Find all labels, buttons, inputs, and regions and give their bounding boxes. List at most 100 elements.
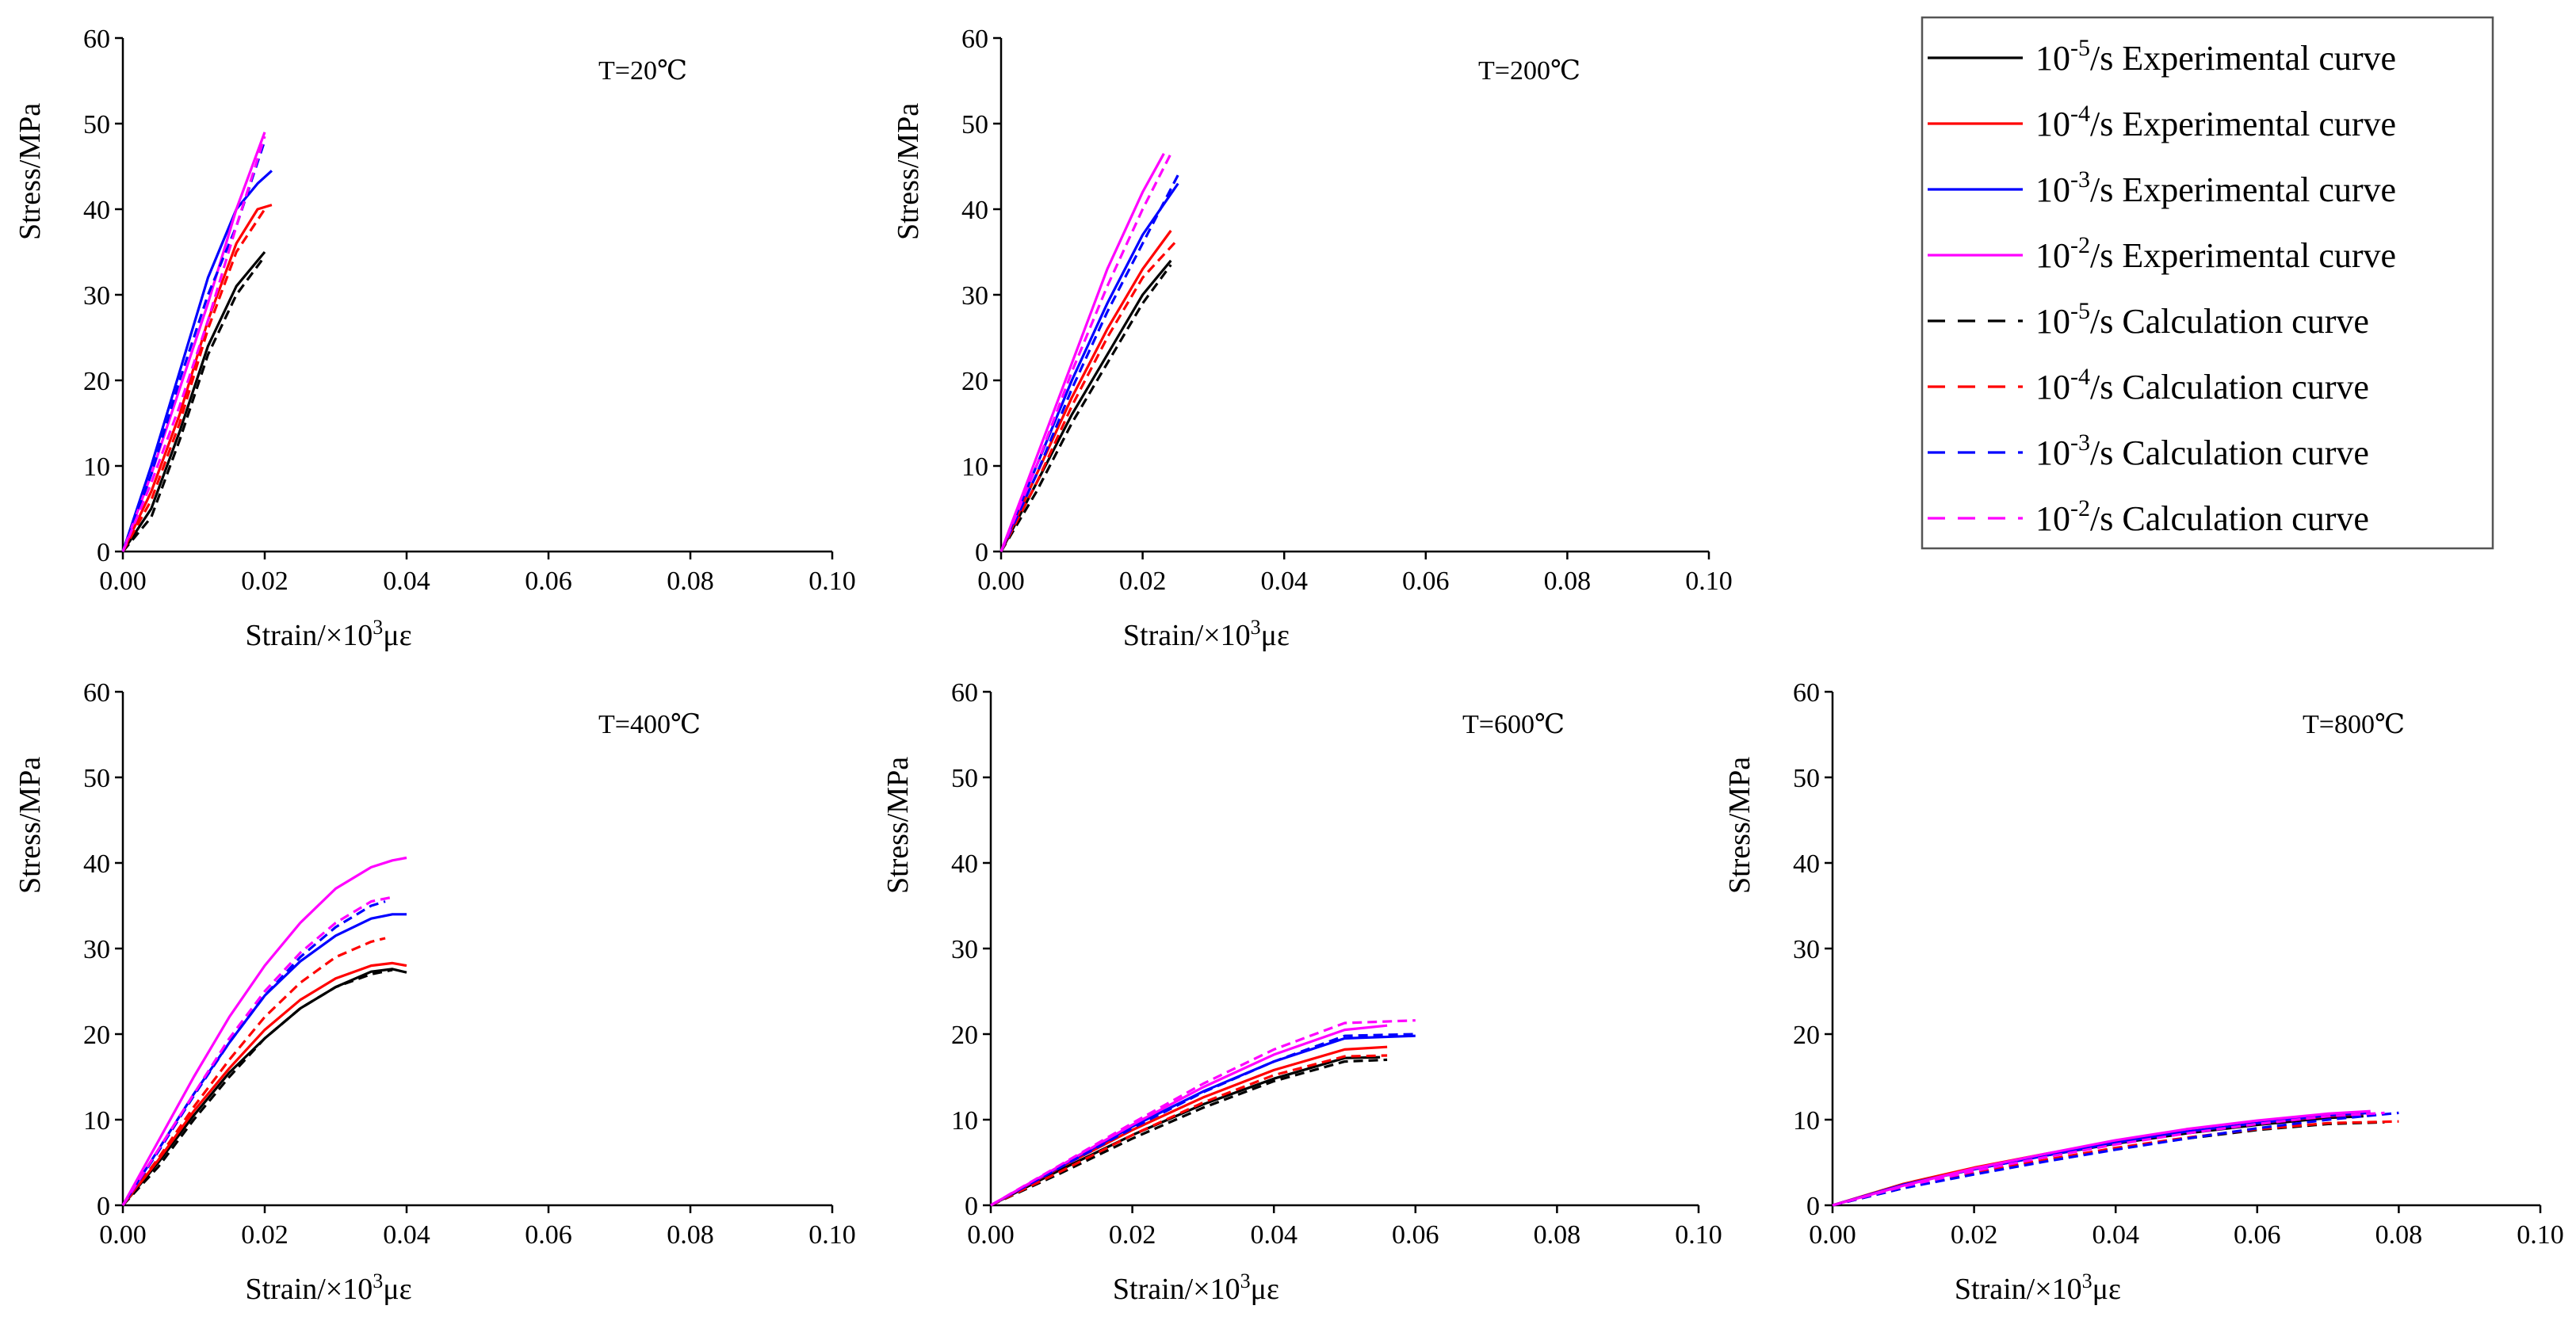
plot-panel: 0 10 20 30 40 50 60 0.00 0.02 0.04 0.06 0.08 0.10 Str… xyxy=(1723,678,2564,1306)
series-line xyxy=(121,140,266,552)
series-line xyxy=(990,1033,1416,1207)
y-tick-label: 20 xyxy=(83,1021,110,1050)
y-tick-label: 60 xyxy=(1793,678,1820,708)
y-tick-label: 30 xyxy=(1793,935,1820,964)
y-tick-label: 30 xyxy=(961,281,988,311)
legend-label: 10-4/s Experimental curve xyxy=(2035,101,2396,143)
temperature-label: T=200℃ xyxy=(1478,56,1580,86)
x-tick-label: 0.04 xyxy=(1260,567,1308,596)
series-line xyxy=(990,1058,1388,1207)
x-tick-label: 0.10 xyxy=(2517,1220,2564,1250)
y-tick-label: 50 xyxy=(951,764,978,793)
series-line xyxy=(999,230,1172,552)
y-axis-label: Stress/MPa xyxy=(892,103,925,240)
y-tick-label: 0 xyxy=(97,1192,110,1221)
y-tick-label: 10 xyxy=(83,1106,110,1136)
x-tick-label: 0.02 xyxy=(241,1220,289,1250)
x-tick-label: 0.06 xyxy=(525,1220,572,1250)
y-tick-label: 0 xyxy=(975,538,988,567)
y-tick-label: 30 xyxy=(951,935,978,964)
series-line xyxy=(121,136,266,552)
plot-panel: 0 10 20 30 40 50 60 0.00 0.02 0.04 0.06 0.08 0.10 Str… xyxy=(892,25,1733,652)
y-tick-label: 30 xyxy=(83,281,110,311)
series-line xyxy=(999,153,1172,552)
x-tick-label: 0.06 xyxy=(1402,567,1450,596)
legend-box xyxy=(1921,16,2494,550)
x-tick-label: 0.06 xyxy=(2234,1220,2281,1250)
y-tick-label: 10 xyxy=(83,452,110,482)
legend-label: 10-2/s Experimental curve xyxy=(2035,232,2396,275)
legend-label: 10-5/s Experimental curve xyxy=(2035,35,2396,78)
x-tick-label: 0.10 xyxy=(1675,1220,1722,1250)
y-tick-label: 30 xyxy=(83,935,110,964)
y-axis-label: Stress/MPa xyxy=(13,103,47,240)
x-tick-label: 0.02 xyxy=(1119,567,1167,596)
x-tick-label: 0.08 xyxy=(1534,1220,1581,1250)
legend-entry: 10-5/s Calculation curve xyxy=(1928,298,2369,341)
series-line xyxy=(999,238,1179,552)
series-line xyxy=(990,1056,1381,1207)
y-tick-label: 20 xyxy=(961,367,988,396)
x-tick-label: 0.06 xyxy=(525,567,572,596)
x-tick-label: 0.08 xyxy=(1544,567,1592,596)
series-line xyxy=(121,900,386,1206)
y-axis-label: Stress/MPa xyxy=(1723,757,1756,894)
x-tick-label: 0.00 xyxy=(99,1220,147,1250)
y-tick-label: 50 xyxy=(83,110,110,139)
x-tick-label: 0.10 xyxy=(808,1220,856,1250)
series-line xyxy=(121,250,266,552)
legend-entry: 10-2/s Experimental curve xyxy=(1928,232,2396,275)
x-tick-label: 0.08 xyxy=(2375,1220,2423,1250)
series-line xyxy=(121,856,407,1206)
y-tick-label: 10 xyxy=(961,452,988,482)
y-tick-label: 0 xyxy=(1806,1192,1820,1221)
series-line xyxy=(990,1054,1388,1207)
legend-entry: 10-4/s Calculation curve xyxy=(1928,364,2369,407)
x-axis-label: Strain/×103με xyxy=(1123,616,1290,652)
x-axis-label: Strain/×103με xyxy=(1955,1269,2121,1306)
y-tick-label: 0 xyxy=(97,538,110,567)
x-axis-label: Strain/×103με xyxy=(245,1269,411,1306)
series-line xyxy=(999,174,1179,552)
plot-panel: 0 10 20 30 40 50 60 0.00 0.02 0.04 0.06 0.08 0.10 Str… xyxy=(13,678,856,1306)
x-tick-label: 0.08 xyxy=(667,567,714,596)
legend-label: 10-5/s Calculation curve xyxy=(2035,298,2369,341)
x-tick-label: 0.10 xyxy=(1685,567,1733,596)
plot-panel: 0 10 20 30 40 50 60 0.00 0.02 0.04 0.06 0.08 0.10 Str… xyxy=(13,25,856,652)
series-line xyxy=(121,937,386,1206)
legend-label: 10-2/s Calculation curve xyxy=(2035,495,2369,538)
x-tick-label: 0.06 xyxy=(1392,1220,1439,1250)
y-tick-label: 60 xyxy=(951,678,978,708)
legend-entry: 10-4/s Experimental curve xyxy=(1928,101,2396,143)
legend-entry: 10-2/s Calculation curve xyxy=(1928,495,2369,538)
temperature-label: T=800℃ xyxy=(2303,710,2405,739)
y-tick-label: 40 xyxy=(83,196,110,225)
x-tick-label: 0.10 xyxy=(808,567,856,596)
y-tick-label: 60 xyxy=(961,25,988,54)
series-line xyxy=(1832,1111,2399,1207)
y-tick-label: 10 xyxy=(1793,1106,1820,1136)
series-line xyxy=(990,1019,1416,1207)
series-line xyxy=(121,895,393,1206)
y-tick-label: 0 xyxy=(965,1192,978,1221)
plot-panel: 0 10 20 30 40 50 60 0.00 0.02 0.04 0.06 0.08 0.10 Str… xyxy=(881,678,1722,1306)
series-line xyxy=(1832,1109,2371,1207)
series-line xyxy=(121,255,266,553)
temperature-label: T=20℃ xyxy=(598,56,687,86)
temperature-label: T=400℃ xyxy=(598,710,701,739)
x-tick-label: 0.04 xyxy=(1250,1220,1298,1250)
x-axis-label: Strain/×103με xyxy=(245,616,411,652)
x-tick-label: 0.02 xyxy=(1109,1220,1156,1250)
x-tick-label: 0.04 xyxy=(2092,1220,2139,1250)
legend: 10-5/s Experimental curve 10-4/s Experime… xyxy=(1921,16,2494,550)
x-tick-label: 0.04 xyxy=(383,567,430,596)
x-tick-label: 0.02 xyxy=(1951,1220,1998,1250)
y-axis-label: Stress/MPa xyxy=(881,757,915,894)
y-tick-label: 40 xyxy=(951,849,978,879)
plot-panels: 0 10 20 30 40 50 60 0.00 0.02 0.04 0.06 0.08 0.10 Str… xyxy=(13,25,2564,1306)
series-line xyxy=(999,264,1172,552)
y-tick-label: 50 xyxy=(1793,764,1820,793)
y-tick-label: 40 xyxy=(961,196,988,225)
x-tick-label: 0.00 xyxy=(977,567,1025,596)
